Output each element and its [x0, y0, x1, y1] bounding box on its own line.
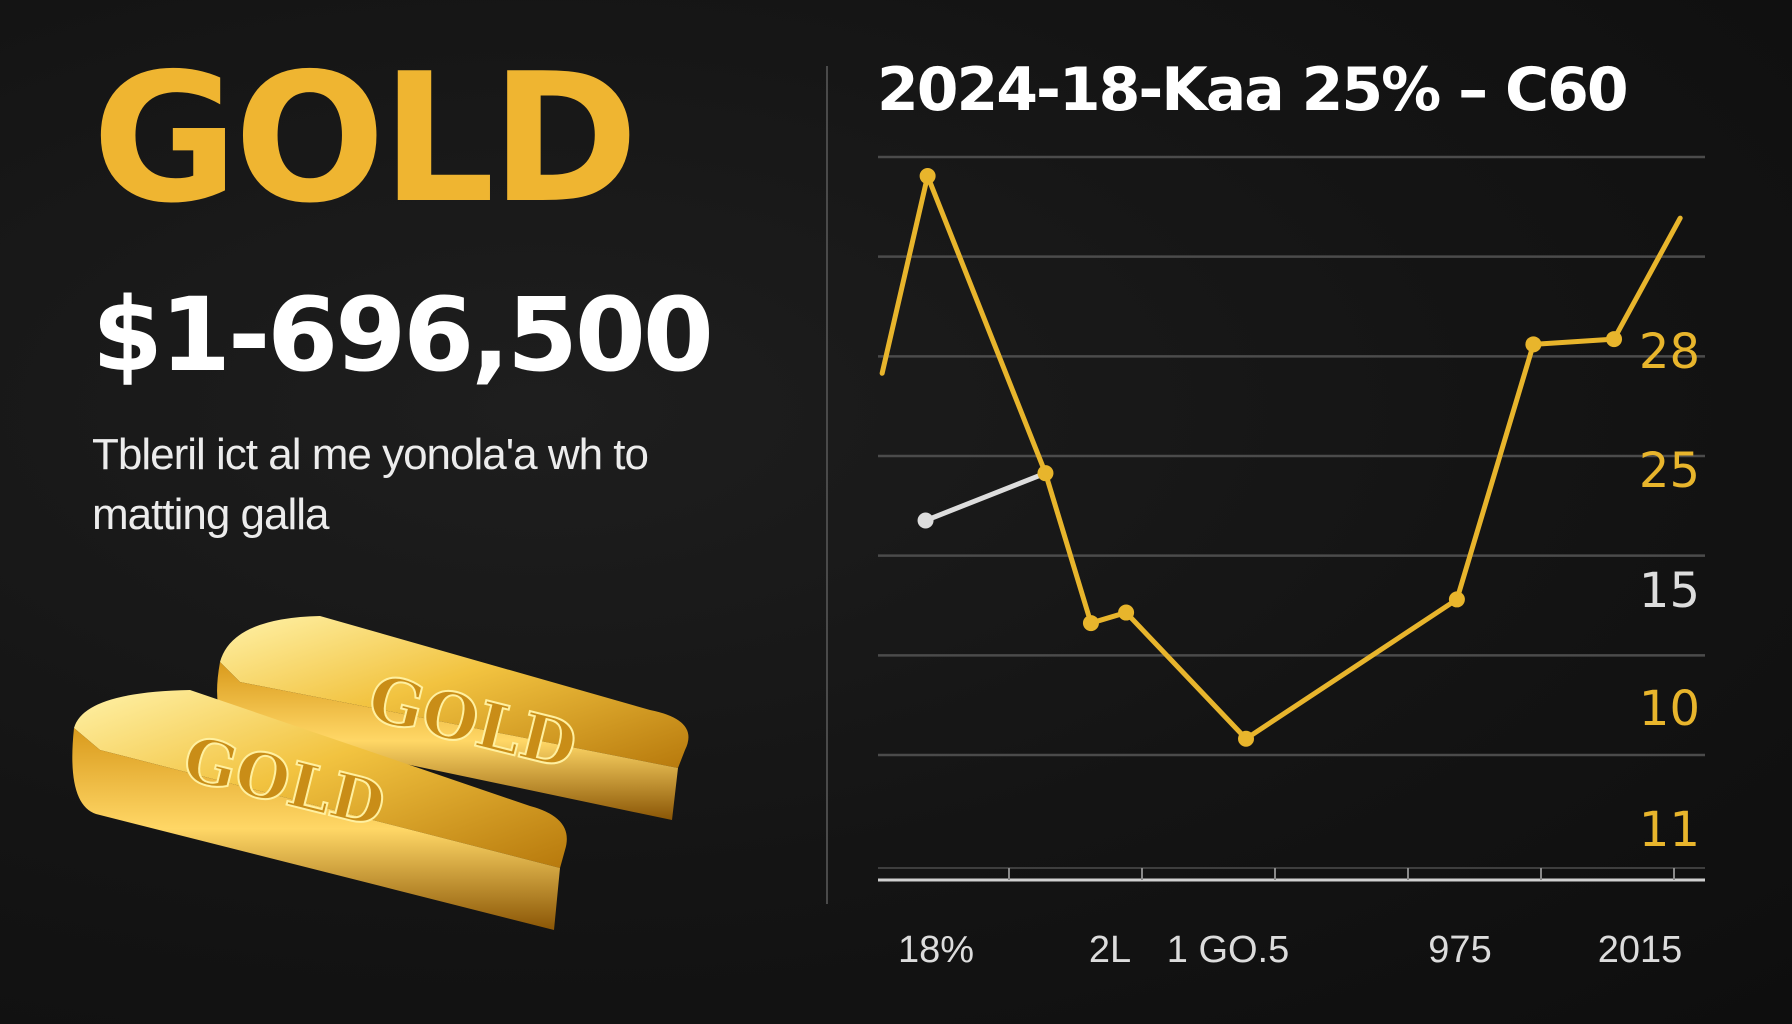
gold-bars-image: GOLD GOLD [72, 616, 689, 930]
chart-title: 2024-18-Kaa 25% – C60 [877, 55, 1629, 125]
hero-subtitle: Tbleril ict al me yonola'a wh to matting… [92, 430, 649, 539]
panel-divider [826, 66, 828, 904]
data-point [917, 512, 934, 529]
data-point [1238, 730, 1255, 747]
x-tick-labels: 18% 2L 1 GO.5 975 2015 [898, 929, 1682, 971]
hero-price: $1-696,500 [92, 276, 714, 395]
x-tick-label: 2L [1089, 929, 1131, 971]
x-tick-label: 2015 [1598, 929, 1683, 971]
y-tick-label: 10 [1639, 681, 1700, 737]
series-line-1 [879, 173, 1683, 742]
data-point [1118, 604, 1135, 621]
y-tick-label: 11 [1639, 802, 1700, 858]
data-point [1525, 336, 1542, 353]
chart-series [879, 168, 1683, 747]
data-point [919, 168, 936, 185]
gold-bar-back: GOLD [217, 616, 689, 820]
x-tick-label: 975 [1428, 929, 1491, 971]
y-tick-label: 28 [1639, 324, 1700, 380]
gold-bar-front: GOLD [72, 690, 567, 930]
y-tick-labels: 28 25 15 10 11 [1639, 324, 1700, 858]
x-tick-label: 18% [898, 929, 974, 971]
y-tick-label: 15 [1639, 563, 1700, 619]
chart-grid [878, 155, 1705, 757]
x-axis [878, 867, 1705, 882]
data-point [1448, 591, 1465, 608]
data-point [1606, 331, 1623, 348]
series-line-2 [923, 470, 1048, 524]
data-point [1037, 465, 1054, 482]
data-point [1082, 615, 1099, 632]
x-tick-label: 1 GO.5 [1167, 929, 1290, 971]
y-tick-label: 25 [1639, 443, 1700, 499]
hero-title: GOLD [92, 35, 639, 242]
